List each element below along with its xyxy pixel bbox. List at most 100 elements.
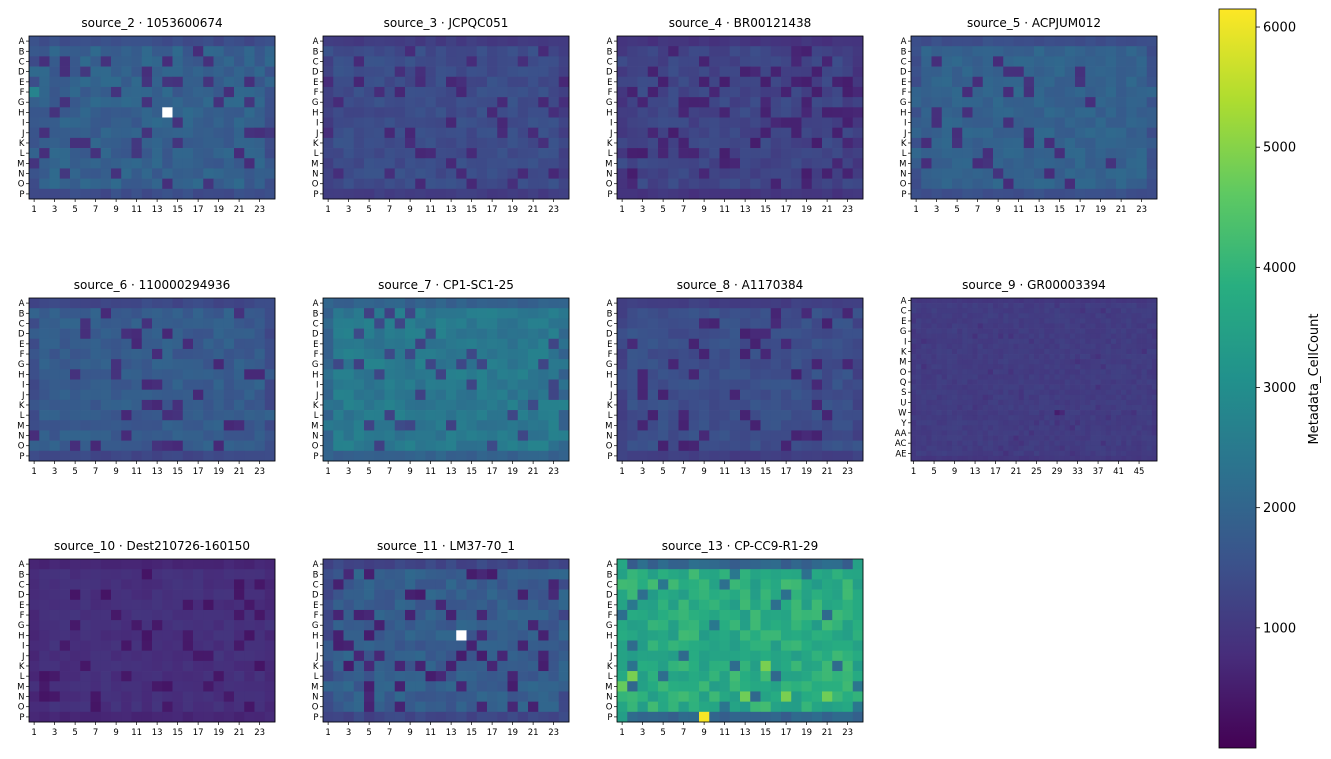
heatmap-cell (1131, 333, 1137, 340)
heatmap-cell (343, 440, 355, 452)
heatmap-cell (203, 137, 214, 149)
row-tick-label: E (901, 78, 906, 88)
heatmap-cell (172, 56, 184, 67)
col-tick-label: 7 (975, 205, 980, 215)
heatmap-cell (29, 630, 40, 641)
heatmap-cell (1121, 410, 1127, 416)
heatmap-cell (967, 394, 973, 401)
row-tick-label: A (607, 299, 613, 309)
heatmap-cell (1121, 440, 1127, 447)
row-tick-label: S (901, 388, 906, 398)
heatmap-cell (962, 328, 968, 334)
heatmap-cell (517, 117, 529, 129)
heatmap-cell (957, 308, 963, 314)
heatmap-cell (1131, 410, 1137, 416)
heatmap-cell (172, 97, 184, 108)
heatmap-cell (982, 394, 989, 401)
heatmap-cell (1146, 364, 1153, 370)
heatmap-cell (931, 394, 937, 401)
heatmap-cell (1085, 420, 1091, 426)
heatmap-cell (162, 599, 173, 611)
col-tick-label: 1 (31, 205, 36, 215)
heatmap-cell (425, 410, 437, 421)
heatmap-cell (972, 374, 978, 380)
heatmap-cell (1116, 137, 1127, 149)
heatmap-cell (374, 348, 385, 360)
heatmap-cell (931, 425, 937, 431)
heatmap-cell (49, 97, 61, 108)
heatmap-cell (121, 158, 132, 169)
heatmap-cell (203, 107, 214, 118)
heatmap-cell (1100, 328, 1107, 334)
heatmap-cell (353, 76, 365, 88)
col-tick-label: 3 (52, 205, 57, 215)
heatmap-cell (911, 394, 917, 401)
heatmap-cell (80, 36, 91, 47)
heatmap-cell (637, 420, 649, 431)
heatmap-cell (699, 117, 710, 129)
heatmap-cell (1054, 394, 1060, 401)
heatmap-cell (39, 148, 50, 159)
col-tick-label: 7 (681, 467, 686, 477)
heatmap-cell (1110, 389, 1117, 396)
heatmap-cell (59, 107, 71, 118)
heatmap-cell (131, 569, 143, 580)
heatmap-cell (842, 318, 854, 329)
heatmap-cell (1039, 425, 1045, 431)
heatmap-cell (141, 318, 153, 329)
heatmap-cell (29, 178, 40, 190)
heatmap-cell (487, 430, 498, 441)
heatmap-cell (1054, 455, 1060, 462)
heatmap-cell (528, 127, 539, 139)
heatmap-cell (203, 178, 214, 190)
heatmap-cell (1064, 76, 1076, 88)
heatmap-cell (131, 107, 143, 118)
heatmap-cell (699, 148, 710, 159)
heatmap-cell (998, 333, 1004, 340)
heatmap-cell (384, 46, 396, 57)
heatmap-cell (333, 188, 344, 200)
heatmap-cell (466, 97, 478, 108)
row-tick-label: M (605, 421, 612, 431)
heatmap-cell (497, 399, 508, 411)
heatmap-cell (1085, 455, 1091, 462)
heatmap-cell (234, 56, 245, 67)
heatmap-cell (193, 399, 204, 411)
heatmap-cell (384, 188, 396, 200)
heatmap-cell (90, 86, 102, 98)
heatmap-cell (1080, 384, 1086, 391)
heatmap-cell (972, 410, 978, 416)
heatmap-cell (333, 420, 344, 431)
heatmap-cell (1013, 450, 1019, 457)
heatmap-cell (921, 410, 927, 416)
heatmap-cell (1090, 354, 1096, 360)
heatmap-cell (234, 579, 245, 590)
heatmap-cell (987, 404, 994, 411)
heatmap-cell (647, 76, 659, 88)
col-tick-label: 17 (1075, 205, 1086, 215)
heatmap-cell (264, 107, 276, 118)
heatmap-cell (1013, 178, 1025, 190)
heatmap-cell (223, 76, 235, 88)
heatmap-cell (926, 333, 932, 340)
heatmap-cell (1013, 435, 1019, 441)
heatmap-cell (343, 399, 355, 411)
heatmap-cell (152, 569, 163, 580)
heatmap-cell (384, 148, 396, 159)
heatmap-cell (791, 440, 802, 452)
heatmap-cell (213, 158, 225, 169)
heatmap-cell (415, 338, 426, 350)
heatmap-cell (1146, 107, 1158, 118)
heatmap-cell (203, 420, 214, 431)
heatmap-cell (517, 188, 529, 200)
heatmap-cell (811, 298, 823, 309)
heatmap-cell (822, 318, 833, 329)
heatmap-cell (699, 430, 710, 441)
heatmap-cell (405, 36, 416, 47)
heatmap-cell (182, 369, 194, 380)
heatmap-cell (1141, 394, 1148, 401)
heatmap-cell (80, 671, 91, 682)
heatmap-cell (617, 440, 628, 452)
heatmap-cell (1039, 404, 1045, 411)
heatmap-cell (476, 420, 488, 431)
